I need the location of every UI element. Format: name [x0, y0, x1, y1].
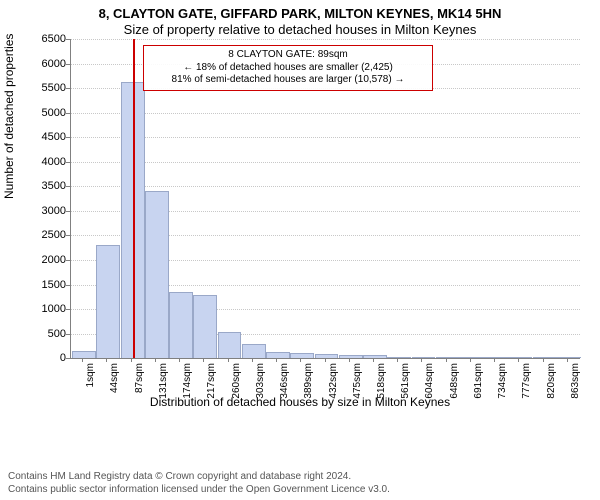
y-tick-label: 4000: [10, 156, 66, 168]
y-tick-label: 1000: [10, 303, 66, 315]
title-main: 8, CLAYTON GATE, GIFFARD PARK, MILTON KE…: [8, 6, 592, 22]
chart-area: Number of detached properties 0500100015…: [10, 39, 590, 409]
x-tick-label: 648sqm: [449, 363, 460, 399]
x-tick-label: 44sqm: [109, 363, 120, 393]
y-tick-label: 3500: [10, 180, 66, 192]
x-tick-label: 432sqm: [328, 363, 339, 399]
footer: Contains HM Land Registry data © Crown c…: [8, 471, 592, 496]
x-tick-label: 303sqm: [255, 363, 266, 399]
x-tick-label: 820sqm: [546, 363, 557, 399]
x-tick-label: 389sqm: [303, 363, 314, 399]
y-tick-label: 2500: [10, 229, 66, 241]
y-tick-label: 5500: [10, 82, 66, 94]
x-tick-label: 1sqm: [85, 363, 96, 387]
x-tick-label: 131sqm: [158, 363, 169, 399]
x-tick-label: 475sqm: [352, 363, 363, 399]
chart-container: 8, CLAYTON GATE, GIFFARD PARK, MILTON KE…: [0, 0, 600, 500]
x-tick-label: 777sqm: [521, 363, 532, 399]
x-ticks: 1sqm 44sqm 87sqm 131sqm 174sqm 217sqm 260sqm 30…: [70, 39, 579, 409]
x-tick-label: 734sqm: [497, 363, 508, 399]
y-tick-label: 6000: [10, 58, 66, 70]
y-tick-label: 3000: [10, 205, 66, 217]
x-tick-label: 561sqm: [400, 363, 411, 399]
x-tick-label: 217sqm: [206, 363, 217, 399]
y-tick-label: 0: [10, 352, 66, 364]
title-sub: Size of property relative to detached ho…: [8, 22, 592, 38]
x-tick-label: 260sqm: [231, 363, 242, 399]
x-tick-label: 346sqm: [279, 363, 290, 399]
x-tick-label: 518sqm: [376, 363, 387, 399]
x-tick-label: 604sqm: [424, 363, 435, 399]
y-ticks: 0500100015002000250030003500400045005000…: [10, 39, 70, 358]
footer-line-2: Contains public sector information licen…: [8, 484, 592, 497]
x-tick-label: 174sqm: [182, 363, 193, 399]
x-tick-label: 691sqm: [473, 363, 484, 399]
x-tick-label: 863sqm: [570, 363, 581, 399]
footer-line-1: Contains HM Land Registry data © Crown c…: [8, 471, 592, 484]
x-axis-label: Distribution of detached houses by size …: [10, 395, 590, 409]
y-tick-label: 500: [10, 328, 66, 340]
x-tick-label: 87sqm: [134, 363, 145, 393]
y-tick-label: 2000: [10, 254, 66, 266]
y-tick-label: 6500: [10, 33, 66, 45]
y-tick-label: 4500: [10, 131, 66, 143]
y-tick-label: 5000: [10, 107, 66, 119]
y-tick-label: 1500: [10, 279, 66, 291]
